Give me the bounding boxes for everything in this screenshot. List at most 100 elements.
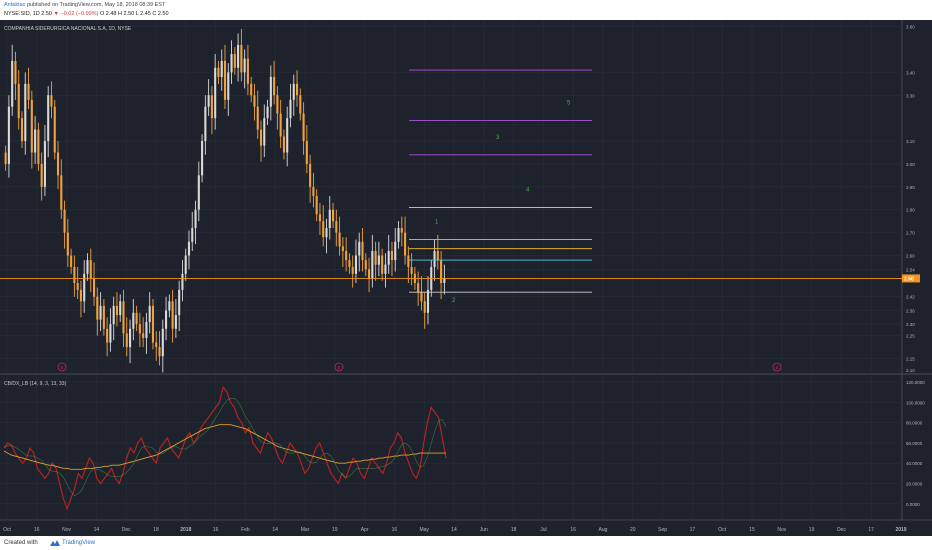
candle-body [312,186,315,196]
candle-body [174,315,177,329]
candle-body [214,67,217,119]
candle-body [433,250,436,267]
candle-body [426,289,430,313]
candle-body [325,228,328,238]
x-tick-label: Dec [837,527,846,533]
y-tick-label: 2.15 [906,357,915,362]
candle-body [390,250,394,261]
y-tick-label: 3.40 [906,70,915,75]
candle-body [168,301,171,311]
oscillator-title: CB/DX_LB (14, 9, 3, 13, 33) [4,381,67,387]
candle-body [86,260,89,274]
candle-body [73,266,76,283]
x-tick-label: 18 [511,527,517,533]
candle-body [11,60,14,107]
publish-text: published on TradingView.com, May 18, 20… [26,2,166,8]
candle-body [145,321,148,338]
candle-body [201,141,204,176]
candle-body [102,305,105,329]
y-tick-label: 120.0000 [906,380,925,385]
y-tick-label: 2.80 [906,208,915,213]
y-tick-label: 20.0000 [906,482,923,487]
candle-body [220,60,223,77]
candle-body [37,129,40,164]
candle-body [53,106,56,153]
candle-body [243,58,246,73]
candle-body [305,141,308,164]
candle-body [420,292,423,302]
event-marker-icon [772,362,782,372]
x-tick-label: Nov [62,527,71,533]
candle-body [256,106,259,130]
candle-body [273,76,276,96]
candle-body [318,214,321,222]
candle-body [138,324,141,334]
candle-body [14,60,17,84]
y-tick-label: 2.42 [906,295,915,300]
candle-body [328,209,331,229]
y-tick-label: 40.0000 [906,461,923,466]
candle-body [440,260,443,283]
candle-body [387,250,390,265]
candle-body [210,95,213,119]
chart-area[interactable]: Oct 16 Nov 14 Dec 18 2018 16 Feb 14 Mar 19 Apr 16 May 1… [0,20,932,536]
candle-body [34,129,37,153]
candle-body [302,113,305,142]
x-tick-label: 16 [213,527,219,533]
main-chart-title: COMPANHIA SIDERURGICA NACIONAL S.A, 1D, … [4,26,132,32]
chart-background [0,20,932,536]
y-tick-label: 2.25 [906,334,915,339]
candle-body [443,278,446,283]
x-tick-label: Sep [658,527,667,533]
candle-body [83,273,86,302]
candle-body [158,347,161,357]
candle-body [394,241,397,261]
candle-body [155,342,158,348]
event-marker-icon [57,362,67,372]
candle-body [4,152,7,164]
candle-body [400,228,403,233]
chart-canvas[interactable]: Oct 16 Nov 14 Dec 18 2018 16 Feb 14 Mar 19 Apr 16 May 1… [0,20,932,536]
candle-body [60,175,63,210]
x-tick-label: 2018 [180,527,191,533]
candle-body [289,99,292,119]
candle-body [237,44,240,68]
candle-body [125,333,128,348]
tradingview-brand[interactable]: TradingView [62,540,96,546]
candle-body [223,60,227,100]
x-tick-label: 19 [332,527,338,533]
publish-info: Antaktax published on TradingView.com, M… [4,2,165,9]
x-tick-label: 2019 [895,527,906,533]
y-tick-label: 3.30 [906,93,915,98]
candle-body [338,232,341,247]
candle-body [122,301,125,334]
event-marker-label: E [60,365,63,370]
current-price-tag [902,274,920,283]
oscillator-line [3,424,446,470]
candle-body [348,260,351,267]
candle-body [148,305,151,322]
candle-body [50,95,53,107]
candle-body [423,301,426,313]
candle-body [217,67,220,77]
candle-body [151,305,155,343]
candle-body [335,221,338,233]
candle-body [345,250,348,261]
candle-body [358,241,361,256]
candle-body [112,305,115,325]
wave-label: 3 [496,135,500,141]
x-tick-label: Oct [718,527,726,533]
candle-body [246,58,249,84]
y-tick-label: 2.30 [906,322,915,327]
candle-body [129,328,132,348]
tradingview-logo-icon [50,540,60,546]
event-marker-label: E [337,365,340,370]
candle-body [96,296,99,320]
candle-body [70,255,73,267]
symbol-label: NYSE:SID, 1D 2.50 [4,11,52,17]
current-price-label: 2.50 [904,276,914,282]
author-link[interactable]: Antaktax [4,2,26,8]
candle-body [20,118,24,142]
candle-body [282,136,285,153]
candle-body [43,141,46,187]
